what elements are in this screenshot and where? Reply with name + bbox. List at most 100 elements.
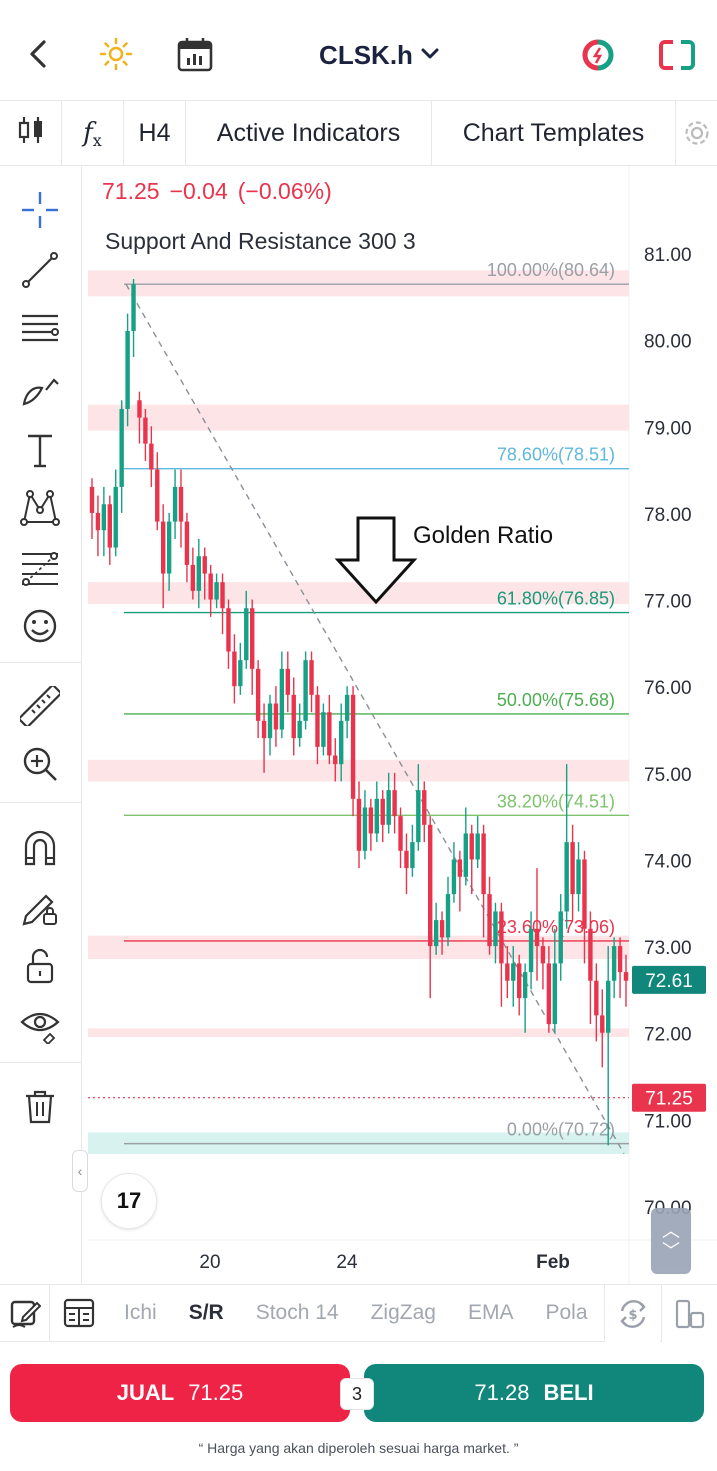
ruler-icon[interactable] [20,686,60,726]
candle-body [588,928,593,981]
indicator-ichi[interactable]: Ichi [124,1301,157,1324]
candle-body [564,842,569,912]
collapse-tools-tab[interactable]: ‹ [72,1150,88,1192]
price-tag-red-label: 71.25 [645,1089,693,1110]
indicator-pola[interactable]: Pola [545,1301,588,1324]
indicator-bar: Ichi S/R Stoch 14 ZigZag EMA Pola $ [0,1284,717,1343]
buy-price: 71.28 [474,1380,530,1405]
unlock-icon[interactable] [20,946,60,986]
candle-body [582,859,587,929]
chevron-down-icon: ﹀ [662,1241,680,1261]
candle-body [350,694,356,799]
candle-body [422,790,427,825]
candle-body [95,512,101,531]
indicator-ema[interactable]: EMA [467,1301,514,1324]
candle-body [552,963,557,1025]
candle-body [309,660,314,695]
expand-frame-icon[interactable] [656,36,698,74]
candle-body [404,850,409,869]
edit-note-icon[interactable] [0,1284,50,1342]
trash-icon[interactable] [20,1086,60,1126]
symbol-selector[interactable]: CLSK.h [300,36,460,74]
eye-icon[interactable] [20,1004,60,1044]
indicator-label[interactable]: Support And Resistance 300 3 [105,228,416,254]
candle-body [172,486,178,522]
indicator-stoch[interactable]: Stoch 14 [255,1301,339,1324]
candle-body [344,694,350,721]
sun-icon[interactable] [98,36,134,72]
candle-body [279,668,285,730]
candle-body [392,790,397,817]
candle-body [481,833,486,895]
candle-body [166,521,172,574]
candle-body [570,842,575,895]
pattern-icon[interactable] [20,488,60,528]
fib-level-label: 38.20%(74.51) [497,791,615,811]
candlestick-chart[interactable]: 100.00%(80.64) 78.60%(78.51) 61.80%(76.85)… [88,166,717,1284]
chart-area[interactable]: 100.00%(80.64) 78.60%(78.51) 61.80%(76.85)… [88,166,717,1284]
signal-circle-icon[interactable] [578,36,618,74]
scroll-price-button[interactable]: ︿ ﹀ [651,1208,691,1274]
spread-badge: 3 [340,1378,374,1410]
chart-type-button[interactable] [0,100,62,166]
candle-body [285,668,290,695]
buy-button[interactable]: 71.28 BELI [364,1364,704,1422]
back-arrow-icon[interactable] [22,36,58,72]
candle-body [255,668,261,721]
candle-body [149,443,154,470]
price-tag-green [632,965,706,994]
fx-icon: f [83,118,93,148]
magnet-icon[interactable] [20,828,60,868]
brush-icon[interactable] [20,370,60,410]
calendar-icon[interactable] [176,36,214,74]
y-tick-label: 79.00 [644,418,692,439]
chevron-up-icon: ︿ [662,1221,680,1241]
candle-body [511,963,516,981]
zoom-in-icon[interactable] [20,744,60,784]
candle-body [315,694,320,747]
price-tag-green-label: 72.61 [645,971,693,992]
indicator-list-icon[interactable] [50,1284,108,1342]
indicator-zigzag[interactable]: ZigZag [370,1301,436,1324]
crosshair-icon[interactable] [20,190,60,230]
candle-body [505,963,510,981]
candle-body [386,790,391,825]
candle-body [600,1015,605,1033]
candle-body [558,911,563,964]
layout-split-icon[interactable] [661,1285,717,1343]
horizontal-lines-icon[interactable] [20,310,60,350]
text-icon[interactable] [20,430,60,470]
y-tick-label: 75.00 [644,765,692,786]
emoji-icon[interactable] [20,606,60,646]
candle-body [273,703,279,730]
candle-body [244,608,249,661]
drawing-tools-panel [0,166,82,1284]
down-arrow-icon [334,516,418,605]
sell-button[interactable]: JUAL 71.25 [10,1364,350,1422]
trend-line-icon[interactable] [20,250,60,290]
candle-body [261,720,267,739]
candle-body [184,521,190,565]
candle-body [113,486,118,548]
price-change: −0.04 [169,178,228,204]
sync-dollar-icon[interactable]: $ [604,1285,660,1343]
fib-trend-line [125,283,625,1154]
sr-zone [88,404,629,431]
candle-body [303,660,308,721]
fib-level-label: 78.60%(78.51) [497,445,615,465]
lock-draw-icon[interactable] [20,886,60,926]
timeframe-button[interactable]: H4 [124,100,186,166]
active-indicators-button[interactable]: Active Indicators [186,100,432,166]
chart-templates-button[interactable]: Chart Templates [432,100,676,166]
indicator-sr[interactable]: S/R [188,1301,224,1324]
buy-label: BELI [543,1380,594,1405]
candle-body [267,703,273,739]
gear-icon[interactable] [676,100,717,166]
candle-body [178,486,184,522]
golden-ratio-annotation: Golden Ratio [413,522,554,549]
fib-icon[interactable] [20,548,60,588]
candle-body [451,859,457,895]
candle-body [623,972,629,981]
candle-body [611,946,617,981]
